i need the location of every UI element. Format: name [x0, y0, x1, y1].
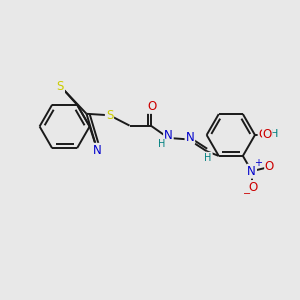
Text: H: H: [158, 140, 166, 149]
Text: O: O: [148, 100, 157, 113]
Text: O: O: [249, 181, 258, 194]
Text: S: S: [106, 109, 113, 122]
Text: N: N: [185, 131, 194, 144]
Text: H: H: [269, 128, 278, 142]
Text: H: H: [204, 153, 212, 163]
Text: O: O: [263, 128, 272, 141]
Text: H: H: [270, 129, 278, 139]
Text: N: N: [93, 144, 102, 157]
Text: +: +: [254, 158, 262, 168]
Text: O: O: [259, 128, 268, 142]
Text: S: S: [57, 80, 64, 93]
Text: N: N: [247, 165, 256, 178]
Text: N: N: [164, 129, 173, 142]
Text: O: O: [265, 160, 274, 173]
Text: −: −: [243, 190, 251, 200]
